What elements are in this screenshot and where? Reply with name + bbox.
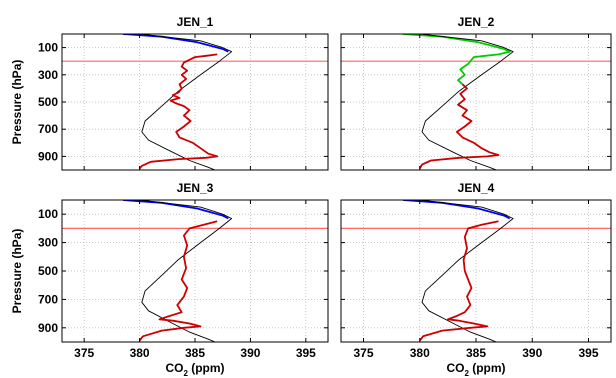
y-tick-label: 900 xyxy=(38,321,58,335)
y-axis-label: Pressure (hPa) xyxy=(10,60,24,145)
x-tick-label: 390 xyxy=(522,346,542,360)
chart-panel-1: JEN_1 100 300 500 700 900 Pressure (hPa) xyxy=(10,15,329,171)
y-tick-label: 300 xyxy=(38,236,58,250)
panel-title: JEN_1 xyxy=(177,15,214,29)
series-line-3 xyxy=(138,53,219,170)
y-axis-label: Pressure (hPa) xyxy=(10,229,24,314)
x-tick-label: 385 xyxy=(185,346,205,360)
y-tick-label: 500 xyxy=(38,264,58,278)
y-tick-label: 700 xyxy=(38,122,58,136)
series-line-1 xyxy=(402,200,511,220)
series-line-3 xyxy=(138,220,218,342)
series-line-1 xyxy=(122,34,229,53)
x-tick-label: 395 xyxy=(578,346,598,360)
panel-title: JEN_3 xyxy=(177,181,214,195)
x-tick-label: 390 xyxy=(240,346,260,360)
x-tick-label: 375 xyxy=(74,346,94,360)
series-line-3 xyxy=(419,83,500,170)
x-axis-label: CO2 (ppm) xyxy=(446,361,505,378)
chart-panel-2: JEN_2 xyxy=(340,15,612,171)
y-tick-label: 300 xyxy=(38,68,58,82)
y-tick-label: 900 xyxy=(38,149,58,163)
series-group xyxy=(122,34,233,170)
series-group xyxy=(122,200,233,342)
series-line-2 xyxy=(139,200,233,342)
series-line-1 xyxy=(122,200,229,220)
x-axis-label: CO2 (ppm) xyxy=(165,361,224,378)
series-line-1 xyxy=(402,34,511,85)
y-tick-label: 100 xyxy=(38,207,58,221)
series-group xyxy=(402,34,514,170)
y-tick-label: 100 xyxy=(38,41,58,55)
x-tick-label: 380 xyxy=(410,346,430,360)
chart-panel-3: JEN_3 100 300 500 700 900 Pressure (hPa) 375 380… xyxy=(10,181,329,378)
x-tick-label: 375 xyxy=(353,346,373,360)
series-group xyxy=(402,200,514,342)
chart-panel-4: JEN_4 375 380 385 390 395 CO2 (ppm) xyxy=(340,181,612,378)
panel-title: JEN_2 xyxy=(458,15,495,29)
y-tick-label: 500 xyxy=(38,95,58,109)
series-line-3 xyxy=(419,220,499,342)
x-tick-label: 395 xyxy=(296,346,316,360)
y-tick-label: 700 xyxy=(38,292,58,306)
series-line-2 xyxy=(139,34,233,170)
panel-title: JEN_4 xyxy=(458,181,495,195)
x-tick-label: 380 xyxy=(130,346,150,360)
x-tick-label: 385 xyxy=(466,346,486,360)
